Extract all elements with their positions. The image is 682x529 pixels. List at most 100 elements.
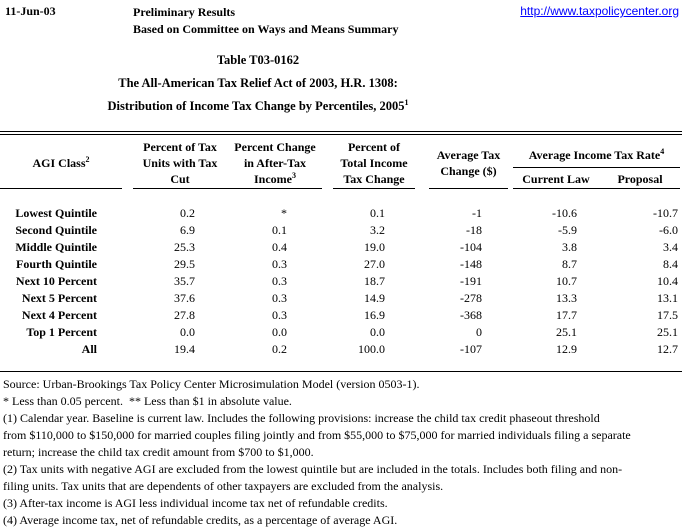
- table-cell: 27.8: [174, 308, 195, 322]
- table-row: Top 1 Percent 0.0 0.0 0.0 0 25.1 25.1: [0, 324, 682, 341]
- footnotes-block: Source: Urban-Brookings Tax Policy Cente…: [3, 376, 682, 529]
- table-cell: 12.9: [556, 342, 577, 356]
- row-label: Fourth Quintile: [15, 257, 97, 271]
- header-rule-col2-3: [133, 188, 322, 189]
- footnote-line: (3) After-tax income is AGI less individ…: [3, 496, 388, 510]
- row-label: Top 1 Percent: [26, 325, 97, 339]
- table-cell: 12.7: [657, 342, 678, 356]
- table-cell: *: [281, 206, 287, 220]
- footnote-line: (4) Average income tax, net of refundabl…: [3, 513, 398, 527]
- table-cell: 27.0: [364, 257, 385, 271]
- table-cell: 8.4: [663, 257, 678, 271]
- status-line-1: Preliminary Results: [133, 5, 236, 19]
- table-cell: 19.0: [364, 240, 385, 254]
- footnote-line: from $110,000 to $150,000 for married co…: [3, 428, 631, 442]
- table-row: All 19.4 0.2 100.0 -107 12.9 12.7: [0, 341, 682, 358]
- table-cell: 13.3: [556, 291, 577, 305]
- table-cell: 100.0: [358, 342, 385, 356]
- footnote-line: (2) Tax units with negative AGI are excl…: [3, 462, 623, 476]
- table-cell: 16.9: [364, 308, 385, 322]
- footnote-line: * Less than 0.05 percent. ** Less than $…: [3, 394, 292, 408]
- table-cell: 0.2: [272, 342, 287, 356]
- distribution-title: Distribution of Income Tax Change by Per…: [107, 97, 409, 113]
- footnote-line: return; increase the child tax credit am…: [3, 445, 314, 459]
- column-header-average-tax-change: Average Tax Change ($): [436, 148, 501, 178]
- table-cell: 10.7: [556, 274, 577, 288]
- table-row: Second Quintile 6.9 0.1 3.2 -18 -5.9 -6.0: [0, 222, 682, 239]
- table-cell: -104: [460, 240, 482, 254]
- table-cell: 3.2: [370, 223, 385, 237]
- column-header-proposal: Proposal: [617, 172, 663, 186]
- table-cell: 0.1: [370, 206, 385, 220]
- table-cell: 3.4: [663, 240, 678, 254]
- table-cell: 0: [476, 325, 482, 339]
- table-cell: -1: [472, 206, 482, 220]
- table-cell: 0.3: [272, 308, 287, 322]
- table-cell: 25.1: [657, 325, 678, 339]
- table-row: Next 4 Percent 27.8 0.3 16.9 -368 17.7 17.5: [0, 307, 682, 324]
- header-rule-col5: [429, 188, 508, 189]
- footnote-line: Source: Urban-Brookings Tax Policy Cente…: [3, 377, 420, 391]
- table-cell: 0.2: [180, 206, 195, 220]
- table-cell: 0.3: [272, 291, 287, 305]
- table-cell: 25.1: [556, 325, 577, 339]
- row-label: Second Quintile: [15, 223, 97, 237]
- table-cell: 6.9: [180, 223, 195, 237]
- table-cell: 17.7: [556, 308, 577, 322]
- row-label: All: [81, 342, 97, 356]
- table-row: Lowest Quintile 0.2 * 0.1 -1 -10.6 -10.7: [0, 205, 682, 222]
- table-number-title: Table T03-0162: [216, 53, 300, 67]
- table-cell: -191: [460, 274, 482, 288]
- row-label: Next 10 Percent: [15, 274, 97, 288]
- table-cell: 37.6: [174, 291, 195, 305]
- table-cell: 8.7: [562, 257, 577, 271]
- report-status: Preliminary Results Based on Committee o…: [133, 4, 398, 38]
- table-cell: 0.3: [272, 257, 287, 271]
- footnote-ref-2: 2: [85, 155, 90, 164]
- table-bottom-rule: [0, 371, 682, 372]
- distribution-table-body: Lowest Quintile 0.2 * 0.1 -1 -10.6 -10.7 Second…: [0, 205, 682, 358]
- column-header-percent-tax-units: Percent of Tax Units with Tax Cut: [142, 140, 218, 186]
- table-cell: 25.3: [174, 240, 195, 254]
- header-rule-col4: [333, 188, 415, 189]
- column-header-percent-total-income: Percent of Total Income Tax Change: [340, 140, 408, 186]
- row-label: Next 4 Percent: [21, 308, 97, 322]
- table-top-rule-2: [0, 134, 682, 135]
- footnote-ref-1: 1: [404, 97, 409, 107]
- table-cell: 29.5: [174, 257, 195, 271]
- table-top-rule-1: [0, 131, 682, 132]
- report-date: 11-Jun-03: [5, 4, 56, 18]
- table-cell: 0.0: [180, 325, 195, 339]
- column-header-average-income-tax-rate: Average Income Tax Rate4: [528, 147, 665, 163]
- table-cell: 0.1: [272, 223, 287, 237]
- table-cell: 35.7: [174, 274, 195, 288]
- header-rule-col6-7: [513, 188, 680, 189]
- header-rule-col1: [0, 188, 122, 189]
- table-row: Next 10 Percent 35.7 0.3 18.7 -191 10.7 10.4: [0, 273, 682, 290]
- table-cell: -10.6: [552, 206, 577, 220]
- table-row: Fourth Quintile 29.5 0.3 27.0 -148 8.7 8.4: [0, 256, 682, 273]
- table-cell: 14.9: [364, 291, 385, 305]
- column-header-percent-change-after-tax: Percent Change in After-Tax Income3: [234, 140, 316, 186]
- table-row: Next 5 Percent 37.6 0.3 14.9 -278 13.3 13.1: [0, 290, 682, 307]
- table-cell: -5.9: [558, 223, 577, 237]
- taxpolicycenter-link[interactable]: http://www.taxpolicycenter.org: [520, 4, 679, 18]
- table-cell: 0.0: [370, 325, 385, 339]
- table-cell: 0.3: [272, 274, 287, 288]
- status-line-2: Based on Committee on Ways and Means Sum…: [133, 22, 399, 36]
- act-title: The All-American Tax Relief Act of 2003,…: [118, 76, 398, 90]
- table-cell: -148: [460, 257, 482, 271]
- column-header-agi-class: AGI Class2: [32, 155, 90, 171]
- footnote-ref-4: 4: [660, 147, 665, 156]
- group-header-rule: [513, 167, 680, 168]
- row-label: Middle Quintile: [15, 240, 97, 254]
- row-label: Lowest Quintile: [15, 206, 97, 220]
- table-cell: -18: [466, 223, 482, 237]
- table-row: Middle Quintile 25.3 0.4 19.0 -104 3.8 3.4: [0, 239, 682, 256]
- footnote-line: filing units. Tax units that are depende…: [3, 479, 444, 493]
- footnote-ref: 3: [292, 171, 296, 180]
- table-cell: -368: [460, 308, 482, 322]
- table-cell: -6.0: [659, 223, 678, 237]
- table-cell: 18.7: [364, 274, 385, 288]
- footnote-line: (1) Calendar year. Baseline is current l…: [3, 411, 600, 425]
